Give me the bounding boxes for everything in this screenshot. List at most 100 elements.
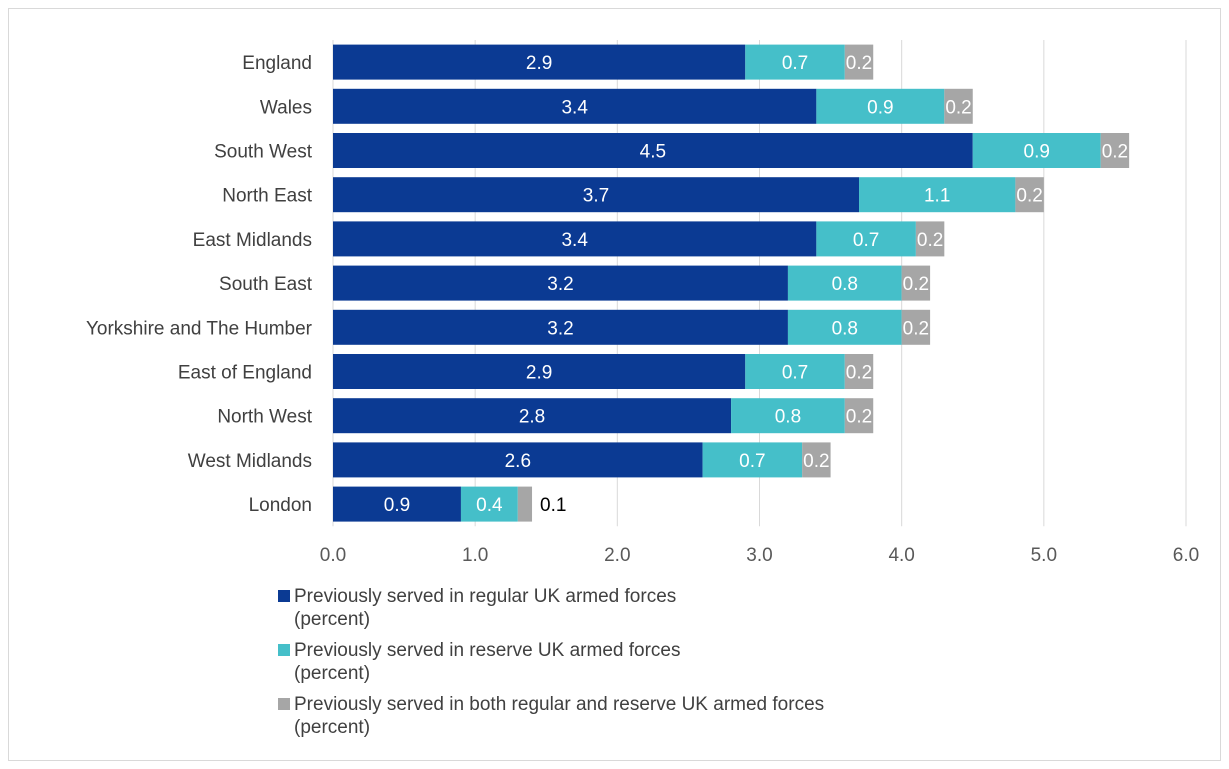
bar-segment	[333, 44, 746, 80]
x-tick-label: 4.0	[888, 545, 914, 566]
x-tick-label: 3.0	[746, 545, 772, 566]
bar-value-label: 3.7	[583, 186, 609, 207]
bar-value-label: 0.9	[384, 495, 410, 516]
bar-value-label: 0.8	[775, 407, 801, 428]
legend-swatch-both	[278, 698, 290, 710]
bar-value-label: 0.2	[1102, 142, 1128, 163]
bar-value-label: 0.2	[846, 53, 872, 74]
bar-value-label: 4.5	[640, 142, 666, 163]
bar-segment	[1015, 177, 1044, 213]
category-label: North East	[222, 186, 312, 207]
bar-segment	[333, 177, 860, 213]
x-tick-label: 0.0	[320, 545, 346, 566]
legend-label-both-line-2: (percent)	[294, 717, 371, 738]
bar-value-label: 0.2	[846, 363, 872, 384]
category-label: Yorkshire and The Humber	[86, 318, 313, 339]
x-tick-label: 2.0	[604, 545, 630, 566]
bar-value-label: 0.7	[782, 53, 808, 74]
bar-value-label: 0.7	[782, 363, 808, 384]
bar-segment	[816, 221, 916, 257]
category-label: East of England	[178, 363, 312, 384]
bar-segment	[802, 442, 831, 478]
bar-value-label: 0.2	[945, 97, 971, 118]
bars	[333, 44, 1130, 522]
category-label: Wales	[260, 97, 312, 118]
bar-segment	[787, 265, 902, 301]
bar-segment	[844, 44, 874, 80]
bar-value-label: 0.2	[917, 230, 943, 251]
x-axis-tick-labels: 0.0 1.0 2.0 3.0 4.0 5.0 6.0	[320, 545, 1199, 566]
bar-segment	[1100, 133, 1130, 168]
bar-value-label: 0.4	[476, 495, 503, 516]
legend: Previously served in regular UK armed fo…	[278, 585, 994, 747]
bar-segment	[787, 309, 902, 345]
legend-label-regular: Previously served in regular UK armed fo…	[294, 585, 994, 631]
bar-value-label: 0.9	[867, 97, 893, 118]
bar-segment	[745, 44, 845, 80]
bar-segment	[844, 398, 874, 434]
legend-item-regular: Previously served in regular UK armed fo…	[278, 585, 994, 631]
legend-item-both: Previously served in both regular and re…	[278, 693, 994, 739]
legend-label-regular-line-2: (percent)	[294, 609, 371, 630]
bar-segment	[731, 398, 845, 434]
bar-value-label: 2.9	[526, 53, 552, 74]
x-tick-label: 6.0	[1173, 545, 1199, 566]
bar-segment	[333, 133, 973, 168]
legend-label-reserve: Previously served in reserve UK armed fo…	[294, 639, 994, 685]
bar-value-label: 0.8	[832, 274, 858, 295]
legend-label-both-line-1: Previously served in both regular and re…	[294, 694, 825, 715]
category-label: England	[242, 53, 312, 74]
legend-label-both: Previously served in both regular and re…	[294, 693, 994, 739]
bar-segment	[844, 354, 874, 389]
bar-value-label: 0.9	[1024, 142, 1050, 163]
bar-segment	[859, 177, 1016, 213]
category-label: West Midlands	[188, 451, 312, 472]
bar-segment	[333, 442, 703, 478]
bar-value-label: 3.4	[561, 230, 588, 251]
bar-segment	[333, 486, 461, 522]
bar-segment	[915, 221, 945, 257]
bar-value-label: 3.2	[547, 274, 573, 295]
bar-segment	[517, 486, 533, 522]
bar-value-label: 1.1	[924, 186, 950, 207]
bar-segment	[944, 88, 973, 124]
bar-segment	[745, 354, 845, 389]
bar-segment	[816, 88, 945, 124]
bar-value-label: 3.4	[561, 97, 588, 118]
category-label: South East	[219, 274, 313, 295]
x-tick-label: 5.0	[1031, 545, 1057, 566]
bar-segment	[901, 265, 931, 301]
bar-value-label: 0.2	[1016, 186, 1042, 207]
legend-swatch-regular	[278, 590, 290, 602]
bar-value-label: 0.7	[853, 230, 879, 251]
legend-label-reserve-line-2: (percent)	[294, 663, 371, 684]
bar-value-label: 0.2	[903, 274, 929, 295]
data-labels: 2.9 0.7 0.2 3.4 0.9 0.2 4.5 0.9 0.2 3.7 1.1 0.2 3.4 0…	[384, 53, 1128, 516]
legend-label-reserve-line-1: Previously served in reserve UK armed fo…	[294, 640, 681, 661]
legend-item-reserve: Previously served in reserve UK armed fo…	[278, 639, 994, 685]
bar-value-label: 0.2	[803, 451, 829, 472]
bar-segment	[333, 398, 732, 434]
bar-segment	[333, 221, 817, 257]
bar-segment	[901, 309, 931, 345]
bar-segment	[333, 88, 817, 124]
category-labels: England Wales South West North East East Mid…	[86, 53, 313, 516]
category-label: London	[249, 495, 312, 516]
bar-value-label: 2.9	[526, 363, 552, 384]
bar-segment	[333, 309, 788, 345]
legend-label-regular-line-1: Previously served in regular UK armed fo…	[294, 586, 677, 607]
bar-segment	[333, 354, 746, 389]
bar-value-label: 2.8	[519, 407, 545, 428]
bar-value-label: 2.6	[505, 451, 531, 472]
bar-value-label: 0.2	[903, 318, 929, 339]
bar-value-label: 0.8	[832, 318, 858, 339]
bar-value-label: 0.1	[540, 495, 566, 516]
category-label: South West	[214, 142, 313, 163]
bar-segment	[972, 133, 1101, 168]
bar-value-label: 3.2	[547, 318, 573, 339]
legend-swatch-reserve	[278, 644, 290, 656]
bar-value-label: 0.7	[739, 451, 765, 472]
bar-segment	[333, 265, 788, 301]
category-label: North West	[217, 407, 312, 428]
